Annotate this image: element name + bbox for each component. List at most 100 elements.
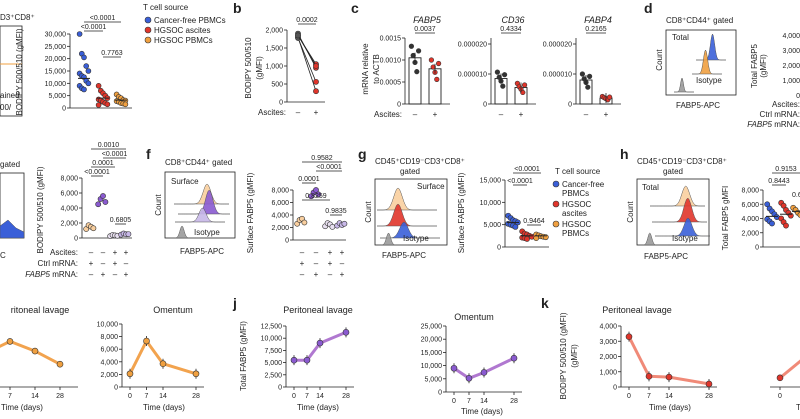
panel-k-y-label: BODIPY 500/510 (gMFI) — [559, 312, 568, 399]
panel-f-point — [301, 219, 308, 226]
panel-e-ridge-blue — [0, 219, 25, 239]
panel-g-pvalue: <0.0001 — [507, 178, 533, 185]
panel-i2-y-tick-label: 2,000 — [100, 372, 118, 379]
panel-a-gate-label: D3⁺CD8⁺ — [0, 13, 35, 22]
panel-c0-y-tick-label: 0.0010 — [380, 58, 402, 65]
panel-b-xcond-label: Ascites: — [258, 108, 286, 117]
panel-e-pvalue: 0.0010 — [98, 142, 120, 149]
panel-i2-point — [159, 360, 167, 367]
panel-b-x-minus: – — [296, 108, 301, 117]
panel-k1-y-tick-label: 1,000 — [599, 369, 617, 376]
panel-c1-point — [500, 83, 506, 89]
panel-e-cond-ascites: – — [89, 248, 94, 257]
panel-f-cond-ctrl: – — [314, 259, 319, 268]
panel-g-xlabel: FABP5-APC — [382, 251, 426, 260]
panel-b-y-label-unit: (gMFI) — [255, 56, 264, 80]
panel-e-xlabel: C — [0, 251, 6, 260]
panel-h-isotype: Isotype — [672, 234, 698, 243]
panel-j-y-label: Total FABP5 (gMFI) — [239, 321, 248, 391]
panel-e-cond-fabp5: – — [89, 270, 94, 279]
panel-j2-point — [450, 364, 458, 372]
panel-i2-y-tick-label: 6,000 — [100, 347, 118, 354]
panel-f-cond-ascites: + — [340, 248, 345, 257]
panel-k1-x-tick-label: 28 — [705, 393, 713, 400]
panel-h-gated: gated — [663, 167, 683, 176]
panel-j1-point — [303, 356, 311, 364]
panel-b-point-plus — [313, 78, 319, 85]
panel-i2-y-tick-label: 0 — [114, 385, 118, 392]
panel-g-ridge-orange — [377, 187, 437, 211]
panel-d-ridge-orange — [692, 49, 722, 75]
panel-b-y-tick-label: 1,000 — [265, 64, 283, 71]
panel-e-cond-ascites: + — [113, 248, 118, 257]
panel-j1-point — [342, 329, 350, 336]
panel-g-legend-label: Cancer-free — [562, 180, 605, 189]
panel-e-point — [100, 193, 106, 199]
panel-f-point — [329, 223, 336, 230]
panel-h-pvalue-3: 0.651 — [792, 192, 800, 199]
panel-k-y-label-unit: (gMFI) — [570, 344, 579, 368]
panel-g-legend-title: T cell source — [555, 167, 601, 176]
panel-g-surface: Surface — [417, 182, 445, 191]
panel-c2-point — [579, 71, 586, 77]
panel-letter-g: g — [358, 146, 367, 162]
panel-a-point — [122, 101, 129, 108]
panel-f-cond-ascites: + — [328, 248, 333, 257]
panel-e-gated: gated — [0, 160, 20, 169]
panel-g-legend-label-2: ascites — [562, 209, 587, 218]
panel-c0-title: FABP5 — [413, 15, 442, 25]
panel-a-point — [85, 68, 92, 74]
panel-j2-point — [465, 374, 473, 382]
panel-c0-y-tick-label: 0 — [397, 102, 401, 109]
panel-e-cond-fabp5: – — [113, 270, 118, 279]
panel-i1-x-tick-label: 14 — [31, 393, 39, 400]
panel-c0-x-label: + — [433, 110, 438, 119]
panel-e-cond-ascites: + — [124, 248, 129, 257]
panel-i2-point — [192, 370, 200, 378]
panel-f-surface: Surface — [171, 177, 199, 186]
panel-i2-xlabel: Time (days) — [143, 403, 185, 412]
panel-a-point — [95, 102, 102, 108]
panel-g-ridge-red — [377, 203, 437, 227]
panel-g-pvalue: <0.0001 — [514, 166, 540, 173]
panel-h-point — [797, 212, 800, 218]
panel-c1-point — [502, 72, 508, 78]
panel-j2-title: Omentum — [454, 312, 494, 322]
panel-a-pvalue: <0.0001 — [81, 24, 107, 31]
panel-k2-xlabel: Ti — [796, 403, 800, 412]
panel-f-point — [313, 187, 319, 193]
panel-k1-point — [645, 373, 653, 380]
panel-h-y-tick-label: 4,000 — [741, 216, 759, 223]
panel-c0-point — [416, 48, 422, 54]
panel-c0-point — [436, 60, 442, 67]
panel-c2-y-tick-label: 0.000010 — [543, 72, 572, 79]
panel-g-y-tick-label: 0 — [497, 245, 501, 252]
panel-e-y-tick-label: 8,000 — [60, 176, 78, 183]
panel-j1-y-tick-label: 2,500 — [264, 372, 282, 379]
panel-i1-point — [31, 347, 39, 355]
panel-i2-y-tick-label: 10,000 — [97, 322, 119, 329]
panel-c2-title: FABP4 — [584, 15, 612, 25]
panel-e-ascites: Ascites: — [50, 248, 78, 257]
panel-c1-x-label: – — [499, 110, 504, 119]
panel-j2-series-line — [453, 356, 515, 380]
panel-a-point — [85, 80, 92, 87]
panel-d-ridge-blue — [696, 33, 726, 61]
panel-c0-point — [408, 43, 415, 49]
panel-c2-y-tick-label: 0 — [568, 102, 572, 109]
panel-f-y-tick-label: 6,000 — [271, 200, 289, 207]
panel-g-legend-label-2: PBMCs — [562, 189, 589, 198]
panel-g-isotype: Isotype — [403, 234, 429, 243]
panel-d-ascites: Ascites: — [772, 100, 800, 109]
panel-a-pvalue: <0.0001 — [90, 15, 116, 22]
panel-a-legend-swatch — [144, 16, 152, 24]
panel-a-legend-swatch — [144, 26, 152, 34]
panel-d-ylabel2: (gMFI) — [759, 54, 768, 78]
panel-g-ridge-iso — [378, 232, 408, 246]
panel-f-pvalue: 0.9582 — [311, 155, 333, 162]
panel-d-frame — [665, 29, 737, 96]
panel-f-y-label: Surface FABP5 (gMFI) — [246, 172, 255, 253]
panel-k2-series-line — [779, 359, 800, 380]
panel-g-legend-label: HGSOC — [562, 200, 592, 209]
panel-j1-point — [290, 356, 298, 364]
